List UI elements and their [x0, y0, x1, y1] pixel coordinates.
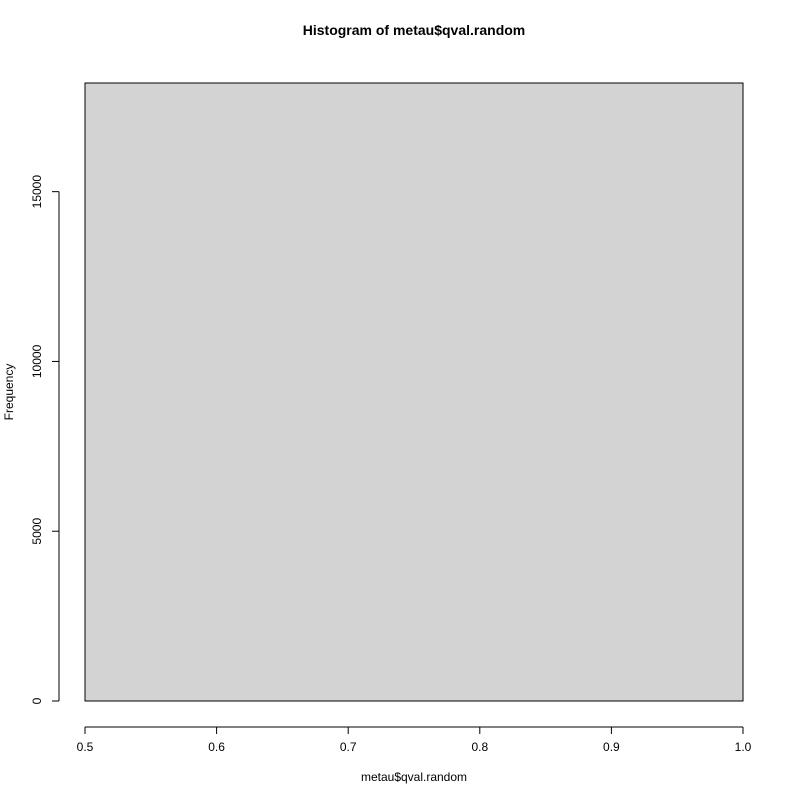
x-axis: 0.5 0.6 0.7 0.8 0.9 1.0 [77, 726, 752, 754]
y-tick-label: 10000 [30, 344, 44, 378]
y-tick-label: 15000 [30, 175, 44, 209]
x-tick-label: 0.8 [471, 740, 488, 754]
histogram-bar-0 [84, 82, 744, 702]
histogram-bars [84, 82, 744, 702]
x-tick-label: 0.5 [77, 740, 94, 754]
x-tick-label: 0.7 [340, 740, 357, 754]
y-axis-title: Frequency [2, 364, 16, 421]
x-tick-label: 0.6 [208, 740, 225, 754]
y-axis: 0 5000 10000 15000 [30, 175, 60, 704]
x-tick-label: 0.9 [603, 740, 620, 754]
x-tick-label: 1.0 [735, 740, 752, 754]
chart-title: Histogram of metau$qval.random [303, 22, 526, 38]
x-axis-title: metau$qval.random [361, 770, 467, 784]
y-tick-label: 5000 [30, 518, 44, 545]
y-tick-label: 0 [30, 697, 44, 704]
